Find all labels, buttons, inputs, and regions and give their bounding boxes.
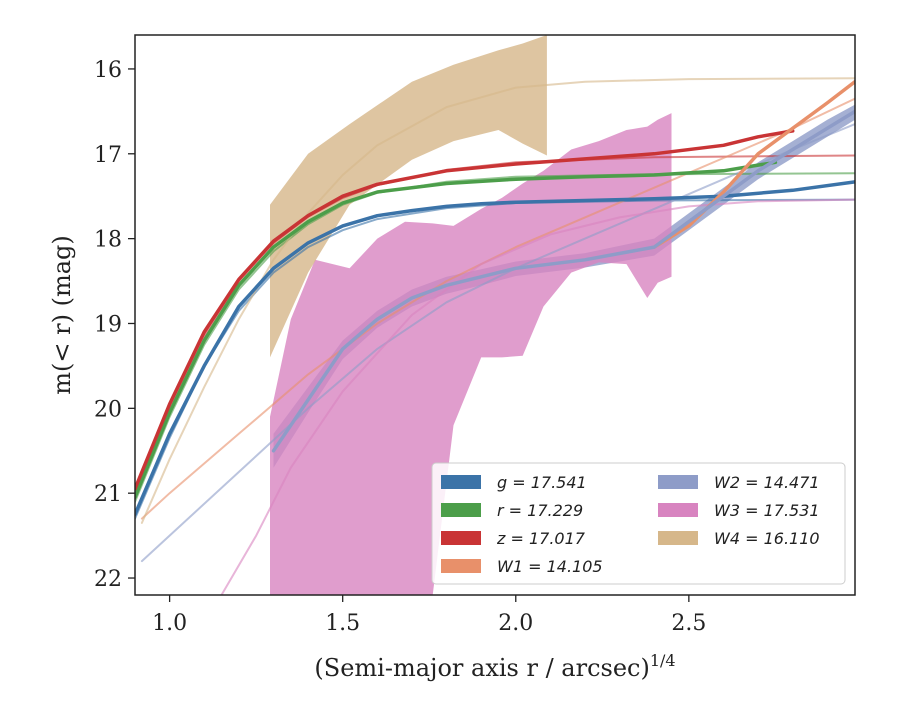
legend-swatch-w2-14-471 (658, 475, 698, 489)
legend-label-g-17-541: g = 17.541 (497, 473, 587, 492)
legend-label-z-17-017: z = 17.017 (496, 529, 586, 548)
legend-swatch-w4-16-110 (658, 531, 698, 545)
y-tick-label: 19 (94, 312, 122, 337)
y-tick-label: 16 (94, 58, 122, 83)
legend-label-w4-16-110: W4 = 16.110 (714, 529, 820, 548)
legend-swatch-w3-17-531 (658, 503, 698, 517)
legend-swatch-z-17-017 (441, 531, 481, 545)
band-w4-16-110 (270, 35, 547, 358)
band-w3-17-531 (270, 113, 672, 595)
data-line-w1-14-105 (652, 79, 855, 249)
data-line-z-17-017 (135, 129, 795, 491)
x-tick-label: 1.0 (152, 611, 187, 636)
model-line-w4-16-110 (140, 77, 855, 524)
y-tick-label: 20 (94, 397, 122, 422)
y-tick-label: 18 (94, 228, 122, 253)
y-axis-ticks: 16 17 18 19 20 21 22 (94, 58, 135, 592)
x-axis-ticks: 1.0 1.5 2.0 2.5 (152, 595, 706, 636)
x-tick-label: 1.5 (325, 611, 360, 636)
model-line-r-17-229 (135, 172, 855, 503)
y-tick-label: 17 (94, 143, 122, 168)
legend-label-w2-14-471: W2 = 14.471 (714, 473, 820, 492)
legend-label-r-17-229: r = 17.229 (497, 501, 583, 520)
y-tick-label: 22 (94, 567, 122, 592)
legend-label-w3-17-531: W3 = 17.531 (714, 501, 820, 520)
plot-frame (134, 34, 856, 596)
band-w2-14-471 (273, 104, 855, 468)
data-line-g-17-541 (135, 180, 855, 517)
data-line-r-17-229 (135, 160, 778, 500)
legend-swatch-r-17-229 (441, 503, 481, 517)
data-line-w2-14-471 (271, 109, 855, 453)
x-axis-label: (Semi-major axis r / arcsec)1/4 (314, 651, 675, 682)
model-line-w2-14-471 (140, 123, 855, 563)
legend-box (431, 462, 846, 585)
legend: g = 17.541 r = 17.229 z = 17.017 W1 = 14.10… (431, 462, 846, 585)
y-tick-label: 21 (94, 482, 122, 507)
legend-swatch-g-17-541 (441, 475, 481, 489)
y-axis-label: m(< r) (mag) (48, 235, 76, 394)
legend-label-w1-14-105: W1 = 14.105 (497, 557, 603, 576)
x-tick-label: 2.5 (671, 611, 706, 636)
legend-swatch-w1-14-105 (441, 559, 481, 573)
x-tick-label: 2.0 (498, 611, 533, 636)
uncertainty-bands (270, 35, 855, 595)
profile-lines (135, 77, 855, 595)
